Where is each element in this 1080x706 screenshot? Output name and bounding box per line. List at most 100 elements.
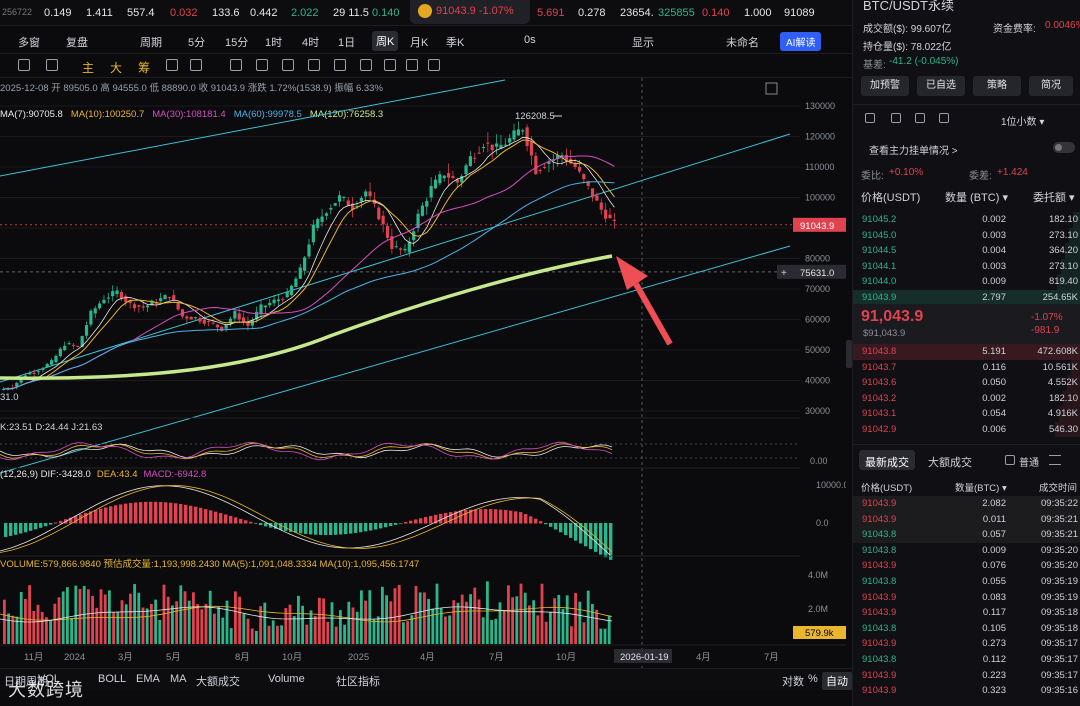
active-symbol-tab[interactable]: 91043.9 -1.07% (410, 0, 530, 24)
ticker-value[interactable]: 133.6 (212, 7, 240, 19)
bid-row[interactable]: 91043.8 5.191 472.608K (853, 344, 1080, 360)
ticker-value[interactable]: 0.140 (372, 7, 400, 19)
indicator-tab[interactable]: Volume (268, 673, 305, 685)
indicator-tab[interactable]: EMA (136, 673, 160, 685)
toolbar-item[interactable]: 1时 (265, 37, 283, 49)
ticker-value[interactable]: 23654. (620, 7, 654, 19)
indicator-tab[interactable]: 日期周期 (4, 676, 48, 688)
bid-row[interactable]: 91043.1 0.054 4.916K (853, 406, 1080, 422)
panel-action-button[interactable]: 策略 (973, 76, 1021, 96)
ticker-value[interactable]: 0.442 (250, 7, 278, 19)
toolbar-item[interactable]: 周期 (140, 37, 162, 49)
toolbar-item[interactable]: 多窗 (18, 37, 40, 49)
trade-row[interactable]: 91043.8 0.105 09:35:18 (853, 621, 1080, 637)
ticker-value[interactable]: 0.140 (702, 7, 730, 19)
drawing-tool-icon[interactable] (46, 59, 58, 71)
indicator-tab[interactable]: 大额成交 (196, 676, 240, 688)
panel-resize-handle[interactable] (846, 340, 852, 368)
indicator-shortcut[interactable]: 大 (110, 61, 123, 75)
ob-header-total[interactable]: 委托额 ▾ (1033, 192, 1075, 204)
checkbox-normal[interactable] (1005, 455, 1015, 465)
trade-row[interactable]: 91043.8 0.057 09:35:21 (853, 527, 1080, 543)
ob-header-qty[interactable]: 数量 (BTC) ▾ (945, 192, 1008, 204)
toolbar-item[interactable]: 未命名 (726, 37, 759, 49)
ticker-value[interactable]: 256722 (2, 7, 33, 17)
ticker-value[interactable]: 91089 (784, 7, 815, 19)
toolbar-item[interactable]: 0s (524, 34, 536, 46)
indicator-tab[interactable]: % (808, 673, 818, 685)
ask-row[interactable]: 91045.0 0.003 273.10 (853, 227, 1080, 243)
tab-latest-trades[interactable]: 最新成交 (865, 457, 909, 469)
bid-row[interactable]: 91043.7 0.116 10.561K (853, 359, 1080, 375)
toolbar-item[interactable]: 复盘 (66, 37, 88, 49)
toolbar-item[interactable]: 月K (410, 37, 429, 49)
orderbook-layout-icon[interactable] (865, 113, 875, 123)
drawing-tool-icon[interactable] (360, 59, 372, 71)
drawing-tool-icon[interactable] (384, 59, 396, 71)
price-chart[interactable]: 1300001200001100001000009000080000700006… (0, 78, 846, 668)
tab-large-trades[interactable]: 大额成交 (928, 457, 972, 469)
bid-row[interactable]: 91043.2 0.002 182.10 (853, 390, 1080, 406)
orderbook-layout-icon[interactable] (939, 113, 949, 123)
ticker-value[interactable]: 0.149 (44, 7, 72, 19)
drawing-tool-icon[interactable] (282, 59, 294, 71)
ask-row[interactable]: 91044.5 0.004 364.20 (853, 243, 1080, 259)
ask-row[interactable]: 91045.2 0.002 182.10 (853, 212, 1080, 228)
panel-action-button[interactable]: 已自选 (917, 76, 965, 96)
drawing-tool-icon[interactable] (334, 59, 346, 71)
indicator-tab[interactable]: 对数 (782, 676, 804, 688)
trade-row[interactable]: 91043.8 0.055 09:35:19 (853, 574, 1080, 590)
drawing-tool-icon[interactable] (18, 59, 30, 71)
drawing-tool-icon[interactable] (406, 59, 418, 71)
trade-row[interactable]: 91043.9 0.273 09:35:17 (853, 636, 1080, 652)
ticker-value[interactable]: 0.278 (578, 7, 606, 19)
indicator-tab[interactable]: VOL (38, 673, 61, 685)
trade-row[interactable]: 91043.9 0.083 09:35:19 (853, 590, 1080, 606)
ask-row[interactable]: 91044.1 0.003 273.10 (853, 258, 1080, 274)
indicator-tab[interactable]: MA (170, 673, 187, 685)
ticker-value[interactable]: 1.000 (744, 7, 772, 19)
trade-row[interactable]: 91043.8 0.009 09:35:20 (853, 543, 1080, 559)
drawing-tool-icon[interactable] (230, 59, 242, 71)
trade-row[interactable]: 91043.9 0.223 09:35:17 (853, 668, 1080, 684)
toolbar-item[interactable]: 5分 (188, 37, 206, 49)
trade-row[interactable]: 91043.9 0.076 09:35:20 (853, 558, 1080, 574)
trade-header-qty[interactable]: 数量(BTC) ▾ (955, 483, 1007, 494)
indicator-shortcut[interactable]: 筹 (138, 61, 151, 75)
ticker-value[interactable]: 557.4 (127, 7, 155, 19)
drawing-tool-icon[interactable] (256, 59, 268, 71)
ticker-value[interactable]: 29 11.5 (333, 7, 369, 19)
panel-action-button[interactable]: 加预警 (861, 76, 909, 96)
toolbar-item[interactable]: 显示 (632, 37, 654, 49)
panel-action-button[interactable]: 简况 (1029, 76, 1073, 96)
indicator-shortcut[interactable]: 主 (82, 61, 95, 75)
ticker-value[interactable]: 0.032 (170, 7, 198, 19)
toolbar-item[interactable]: 4时 (302, 37, 320, 49)
toolbar-item[interactable]: 季K (446, 37, 465, 49)
drawing-tool-icon[interactable] (308, 59, 320, 71)
auto-scale-button[interactable]: 自动 (822, 672, 852, 690)
ticker-value[interactable]: 5.691 (537, 7, 565, 19)
drawing-tool-icon[interactable] (190, 59, 202, 71)
indicator-tab[interactable]: 社区指标 (336, 676, 380, 688)
bid-row[interactable]: 91042.9 0.006 546.30 (853, 421, 1080, 437)
ask-row[interactable]: 91044.0 0.009 819.40 (853, 274, 1080, 290)
bid-row[interactable]: 91043.6 0.050 4.552K (853, 375, 1080, 391)
ai-analysis-button[interactable]: AI解读 (780, 32, 822, 51)
trade-row[interactable]: 91043.9 0.323 09:35:16 (853, 683, 1080, 699)
trade-row[interactable]: 91043.9 2.082 09:35:22 (853, 496, 1080, 512)
ticker-value[interactable]: 1.411 (86, 7, 113, 19)
filter-icon[interactable] (1049, 455, 1061, 465)
orderbook-layout-icon[interactable] (891, 113, 901, 123)
ask-row[interactable]: 91043.9 2.797 254.65K (853, 289, 1080, 305)
ticker-value[interactable]: 2.022 (291, 7, 319, 19)
ticker-value[interactable]: 325855 (658, 7, 695, 19)
trade-row[interactable]: 91043.9 0.117 09:35:18 (853, 605, 1080, 621)
orderflow-toggle[interactable] (1053, 142, 1075, 153)
toolbar-item[interactable]: 1日 (338, 37, 356, 49)
orderflow-link[interactable]: 查看主力挂单情况 > (869, 146, 958, 157)
trade-row[interactable]: 91043.8 0.112 09:35:17 (853, 652, 1080, 668)
drawing-tool-icon[interactable] (166, 59, 178, 71)
toolbar-item[interactable]: 15分 (225, 37, 249, 49)
toolbar-item[interactable]: 周K (372, 31, 399, 51)
